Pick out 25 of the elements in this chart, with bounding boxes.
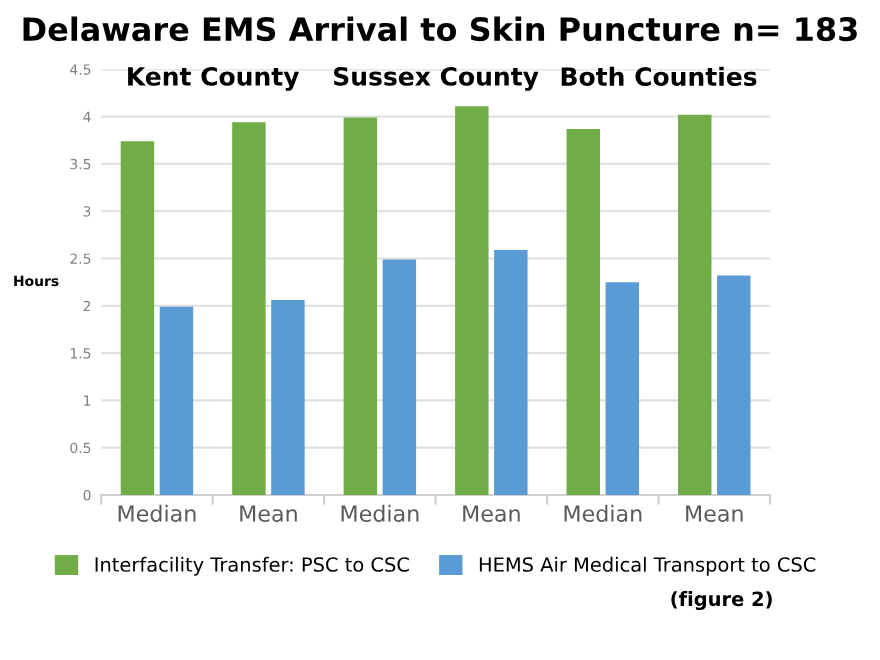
bar [382, 259, 417, 495]
text: (figure 2) [671, 591, 772, 611]
chart-title: Delaware EMS Arrival to Skin Puncture n= 183 [23, 16, 857, 42]
annotation: Sussex County [334, 66, 539, 91]
bar [717, 275, 751, 495]
bar [120, 141, 155, 495]
annotation: Both Counties [561, 66, 757, 87]
bar [605, 282, 640, 495]
bar [678, 114, 712, 495]
x-tick-label: Mean [686, 505, 743, 522]
x-tick-label: Median [341, 504, 419, 522]
bar [271, 300, 305, 495]
legend-label: HEMS Air Medical Transport to CSC [479, 556, 816, 576]
bar [232, 122, 266, 495]
x-tick-label: Median [118, 504, 196, 522]
x-tick-label: Median [564, 504, 642, 522]
bar [455, 106, 489, 495]
bar [159, 306, 194, 495]
legend-label: Interfacility Transfer: PSC to CSC [95, 556, 409, 576]
x-tick-label: Mean [463, 505, 520, 522]
bar [494, 249, 528, 495]
bar [566, 128, 601, 495]
bar [343, 117, 378, 495]
x-tick-label: Mean [240, 505, 297, 522]
annotation: Kent County [128, 66, 300, 91]
